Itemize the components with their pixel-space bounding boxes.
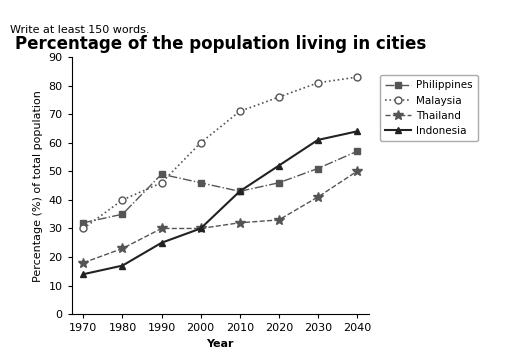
- Indonesia: [119, 263, 125, 268]
- Malaysia: [315, 81, 321, 85]
- Indonesia: [198, 226, 204, 231]
- Malaysia: [354, 75, 360, 79]
- Text: Write at least 150 words.: Write at least 150 words.: [10, 25, 150, 35]
- Philippines: [119, 212, 125, 216]
- Thailand: [237, 221, 243, 225]
- Indonesia: [80, 272, 87, 276]
- Line: Malaysia: Malaysia: [80, 74, 360, 232]
- Philippines: [237, 189, 243, 193]
- Thailand: [159, 226, 165, 231]
- Thailand: [275, 218, 282, 222]
- Thailand: [354, 169, 360, 174]
- Indonesia: [159, 241, 165, 245]
- Thailand: [315, 195, 321, 199]
- Indonesia: [354, 129, 360, 134]
- Malaysia: [237, 109, 243, 114]
- Line: Thailand: Thailand: [78, 166, 362, 268]
- Line: Indonesia: Indonesia: [80, 128, 360, 278]
- Malaysia: [80, 226, 87, 231]
- Philippines: [315, 166, 321, 171]
- Title: Percentage of the population living in cities: Percentage of the population living in c…: [14, 35, 426, 53]
- Legend: Philippines, Malaysia, Thailand, Indonesia: Philippines, Malaysia, Thailand, Indones…: [380, 75, 478, 141]
- Thailand: [80, 261, 87, 265]
- Thailand: [198, 226, 204, 231]
- Philippines: [159, 172, 165, 176]
- Philippines: [80, 221, 87, 225]
- Y-axis label: Percentage (%) of total population: Percentage (%) of total population: [33, 90, 43, 282]
- Philippines: [275, 181, 282, 185]
- Malaysia: [159, 181, 165, 185]
- Malaysia: [275, 95, 282, 99]
- Indonesia: [237, 189, 243, 193]
- Philippines: [198, 181, 204, 185]
- Malaysia: [198, 141, 204, 145]
- X-axis label: Year: Year: [206, 339, 234, 349]
- Line: Philippines: Philippines: [80, 149, 360, 226]
- Philippines: [354, 149, 360, 154]
- Indonesia: [275, 164, 282, 168]
- Malaysia: [119, 198, 125, 202]
- Thailand: [119, 246, 125, 251]
- Indonesia: [315, 138, 321, 142]
